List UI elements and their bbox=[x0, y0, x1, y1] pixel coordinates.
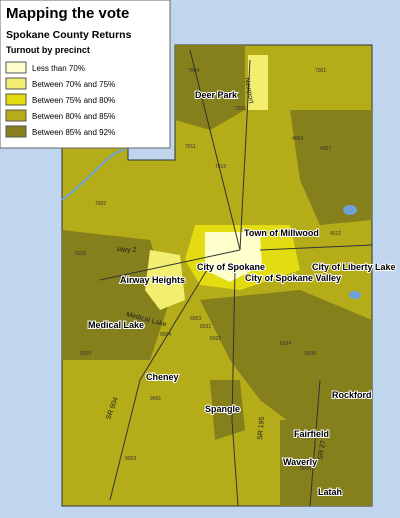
precinct-label: 4012 bbox=[330, 231, 341, 237]
legend-label: Between 80% and 85% bbox=[32, 112, 115, 121]
legend-label: Less than 70% bbox=[32, 64, 85, 73]
road-label: Newport bbox=[243, 77, 254, 104]
road-label: SR 195 bbox=[257, 416, 266, 440]
place-label: Town of Millwood bbox=[244, 228, 319, 238]
place-label: Cheney bbox=[146, 372, 179, 382]
place-label: City of Liberty Lake bbox=[312, 262, 396, 272]
region-city bbox=[205, 232, 262, 282]
place-label: Medical Lake bbox=[88, 320, 144, 330]
precinct-label: 9004 bbox=[160, 332, 171, 338]
region-dark bbox=[62, 230, 170, 360]
precinct-label: 4004 bbox=[292, 136, 303, 142]
legend-label: Between 70% and 75% bbox=[32, 80, 115, 89]
legend-heading: Turnout by precinct bbox=[6, 45, 90, 55]
legend-box bbox=[0, 0, 171, 149]
precinct-label: 9001 bbox=[150, 396, 161, 402]
precinct-label: 6033 bbox=[210, 336, 221, 342]
place-label: Waverly bbox=[283, 457, 317, 467]
precinct-label: 6025 bbox=[80, 351, 91, 357]
precinct-label: 7015 bbox=[215, 164, 226, 170]
place-label: Latah bbox=[318, 487, 342, 497]
legend-swatch bbox=[5, 77, 27, 90]
legend-swatch bbox=[5, 109, 27, 122]
region-dark bbox=[175, 45, 245, 130]
legend-swatch bbox=[5, 61, 27, 74]
legend-title: Mapping the vote bbox=[6, 5, 129, 22]
place-label: Spangle bbox=[205, 404, 240, 414]
place-label: Rockford bbox=[332, 390, 372, 400]
roads bbox=[99, 49, 373, 507]
legend-swatch bbox=[5, 93, 27, 106]
region-dark bbox=[290, 110, 372, 225]
legend-label: Between 85% and 92% bbox=[32, 128, 115, 137]
precinct-label: 7501 bbox=[235, 106, 246, 112]
river bbox=[61, 149, 126, 201]
precinct-label: 7011 bbox=[185, 144, 196, 150]
road-label: Hwy 2 bbox=[117, 247, 137, 254]
precinct-label: 6036 bbox=[305, 351, 316, 357]
precinct-label: 9005 bbox=[300, 466, 311, 472]
region-dark bbox=[210, 380, 245, 440]
lake bbox=[343, 205, 357, 215]
place-label: Airway Heights bbox=[120, 275, 185, 285]
precinct-label: 6003 bbox=[190, 316, 201, 322]
region-dark bbox=[200, 290, 372, 430]
precinct-label: 7001 bbox=[315, 68, 326, 74]
legend-swatch bbox=[5, 125, 27, 138]
precinct-label: 7002 bbox=[95, 201, 106, 207]
precinct-label: 9003 bbox=[125, 456, 136, 462]
region-light bbox=[145, 250, 185, 310]
region-light bbox=[248, 55, 268, 110]
precinct-label: 4007 bbox=[320, 146, 331, 152]
road-label: SR 27 bbox=[317, 440, 327, 460]
place-label: Deer Park bbox=[195, 90, 238, 100]
precinct-label: 6034 bbox=[280, 341, 291, 347]
legend-label: Between 75% and 80% bbox=[32, 96, 115, 105]
legend-subtitle: Spokane County Returns bbox=[6, 29, 132, 41]
precinct-label: 7004 bbox=[188, 68, 199, 74]
precinct-label: 6031 bbox=[200, 324, 211, 330]
place-label: City of Spokane Valley bbox=[245, 273, 341, 283]
place-label: Fairfield bbox=[294, 429, 329, 439]
lake bbox=[349, 291, 361, 299]
precinct-label: 6010 bbox=[75, 251, 86, 257]
place-label: City of Spokane bbox=[197, 262, 265, 272]
legend: Mapping the vote Spokane County Returns … bbox=[0, 0, 171, 149]
region-dark bbox=[280, 420, 372, 506]
